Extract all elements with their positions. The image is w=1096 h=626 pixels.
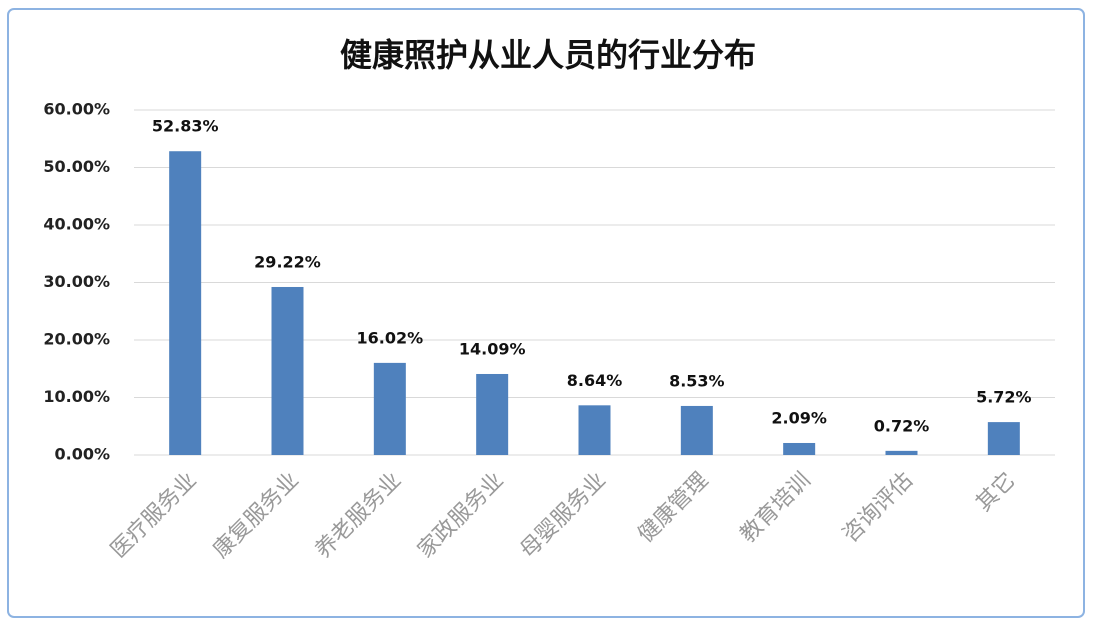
y-tick-label: 50.00% (43, 157, 110, 176)
y-tick-label: 30.00% (43, 272, 110, 291)
bar (885, 450, 918, 455)
value-label: 8.64% (567, 371, 623, 390)
bar (476, 373, 509, 455)
bar (271, 286, 304, 455)
y-tick-label: 40.00% (43, 215, 110, 234)
value-label: 2.09% (771, 408, 827, 427)
y-tick-label: 0.00% (54, 445, 110, 464)
bar (987, 422, 1020, 455)
bar (783, 442, 816, 455)
value-label: 29.22% (254, 252, 321, 271)
bar (578, 405, 611, 455)
y-tick-label: 10.00% (43, 387, 110, 406)
value-label: 8.53% (669, 371, 725, 390)
value-label: 52.83% (152, 117, 219, 136)
chart-title: 健康照护从业人员的行业分布 (340, 36, 756, 74)
y-tick-label: 20.00% (43, 330, 110, 349)
value-label: 0.72% (874, 416, 930, 435)
value-label: 16.02% (357, 328, 424, 347)
value-label: 5.72% (976, 388, 1032, 407)
bar (680, 405, 713, 455)
bar (373, 362, 406, 455)
value-label: 14.09% (459, 339, 526, 358)
chart-border (7, 8, 1085, 618)
y-tick-label: 60.00% (43, 100, 110, 119)
bar (169, 151, 202, 456)
